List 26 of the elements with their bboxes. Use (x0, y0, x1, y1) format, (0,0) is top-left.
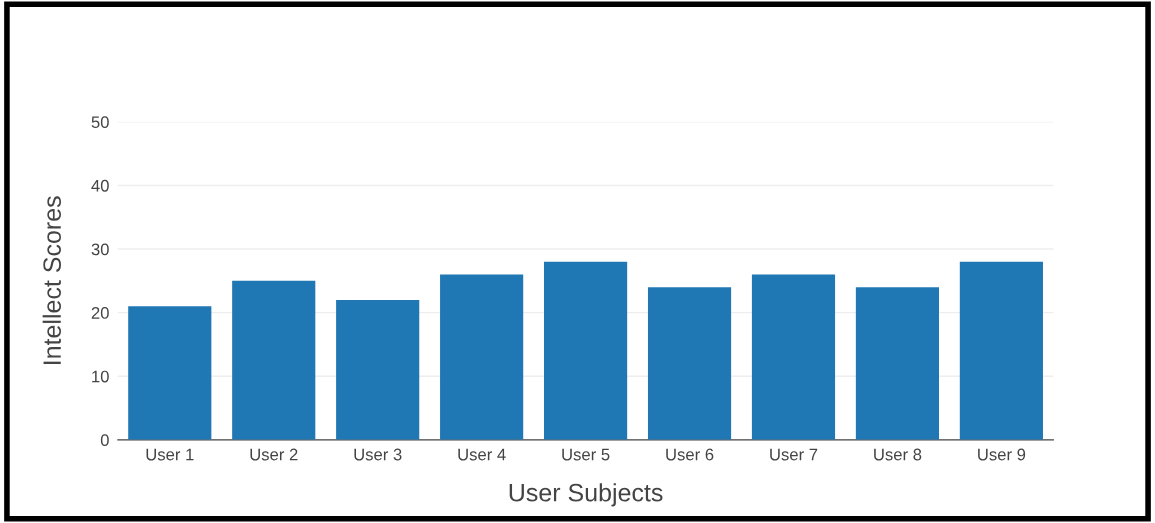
x-tick-label: User 1 (146, 448, 194, 461)
x-tick-label: User 4 (458, 448, 506, 461)
bar (128, 306, 212, 440)
bar (336, 299, 420, 440)
y-tick-label: 0 (100, 434, 109, 447)
x-tick-label: User 7 (770, 448, 818, 461)
bar (959, 261, 1043, 440)
bar (440, 274, 524, 440)
x-tick-label: User 8 (874, 448, 922, 461)
y-tick-label: 50 (91, 116, 109, 129)
bar (232, 280, 316, 440)
x-tick-label: User 2 (250, 448, 298, 461)
y-tick-label: 40 (91, 179, 109, 192)
bar (647, 287, 732, 440)
x-tick-label: User 3 (354, 448, 402, 461)
x-tick-label: User 5 (562, 448, 610, 461)
x-tick-label: User 6 (666, 448, 714, 461)
bar (751, 274, 836, 440)
bar (544, 261, 628, 440)
y-tick-label: 30 (91, 243, 109, 256)
y-axis-title: Intellect Scores (42, 196, 61, 364)
y-tick-label: 10 (92, 370, 109, 383)
y-tick-label: 20 (91, 307, 109, 319)
bar (855, 287, 940, 440)
x-axis-title: User Subjects (509, 483, 663, 507)
x-tick-label: User 9 (978, 448, 1026, 461)
